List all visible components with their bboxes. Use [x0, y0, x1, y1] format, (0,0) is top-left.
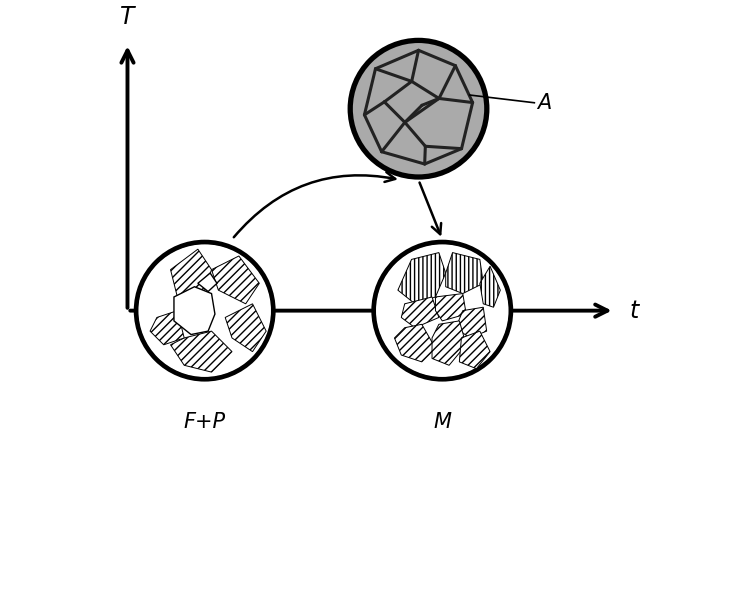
Polygon shape	[171, 249, 211, 297]
Circle shape	[350, 40, 487, 177]
Polygon shape	[436, 294, 466, 321]
Polygon shape	[456, 307, 487, 338]
Text: A: A	[537, 93, 551, 113]
Polygon shape	[398, 253, 446, 304]
Polygon shape	[459, 331, 490, 368]
Text: t: t	[629, 298, 639, 323]
Polygon shape	[174, 287, 215, 334]
Circle shape	[374, 242, 510, 379]
Circle shape	[376, 244, 508, 377]
Polygon shape	[198, 273, 217, 292]
Polygon shape	[432, 321, 466, 365]
Text: T: T	[120, 4, 134, 29]
Circle shape	[137, 242, 273, 379]
Polygon shape	[211, 256, 260, 304]
Polygon shape	[150, 311, 184, 345]
Text: M: M	[433, 412, 451, 432]
Polygon shape	[401, 297, 439, 328]
Polygon shape	[395, 325, 436, 362]
Polygon shape	[480, 266, 500, 307]
Text: F+P: F+P	[183, 412, 226, 432]
Circle shape	[139, 244, 271, 377]
Polygon shape	[446, 253, 483, 294]
Polygon shape	[225, 304, 266, 351]
Polygon shape	[171, 331, 232, 372]
